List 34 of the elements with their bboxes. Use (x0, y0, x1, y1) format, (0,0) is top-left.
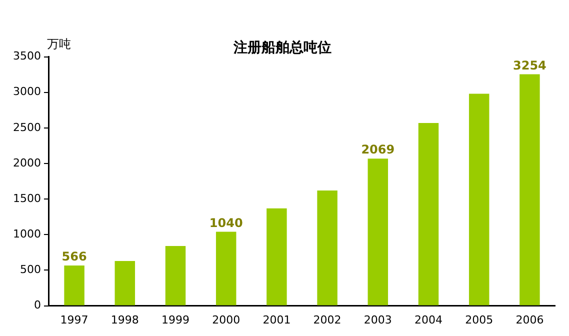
chart-title: 注册船舶总吨位 (232, 39, 332, 56)
x-tick-label: 2005 (465, 313, 494, 326)
bar (368, 158, 388, 306)
y-tick-label: 2500 (12, 120, 41, 134)
bar (216, 232, 236, 306)
x-tick-label: 2000 (212, 313, 240, 326)
x-tick-label: 1999 (161, 313, 190, 326)
y-tick-label: 1000 (12, 228, 41, 241)
bar (165, 246, 186, 306)
bar (317, 190, 338, 306)
bar (468, 94, 490, 306)
x-tick-label: 2001 (262, 313, 291, 326)
y-axis-title: 万吨 (46, 36, 71, 51)
y-tick-label: 2000 (12, 156, 41, 170)
x-tick-label: 2006 (516, 313, 544, 326)
x-tick-label: 2004 (414, 313, 442, 326)
data-label: 2069 (361, 142, 395, 157)
bar (266, 208, 287, 306)
x-tick-label: 2003 (364, 313, 392, 326)
data-label: 3254 (512, 58, 546, 72)
y-tick-label: 3000 (12, 85, 41, 98)
bar (64, 266, 84, 306)
x-tick-label: 2002 (313, 313, 342, 326)
bar (418, 122, 439, 306)
x-tick-label: 1997 (60, 313, 88, 326)
bar (520, 74, 540, 306)
y-tick-label: 0 (34, 298, 41, 312)
data-label: 566 (62, 250, 87, 264)
data-label: 1040 (209, 216, 243, 230)
bar (114, 260, 136, 306)
x-tick-label: 1998 (110, 313, 139, 326)
y-tick-label: 3500 (12, 50, 41, 63)
y-tick-label: 1500 (12, 192, 41, 205)
y-tick-label: 500 (20, 263, 41, 276)
